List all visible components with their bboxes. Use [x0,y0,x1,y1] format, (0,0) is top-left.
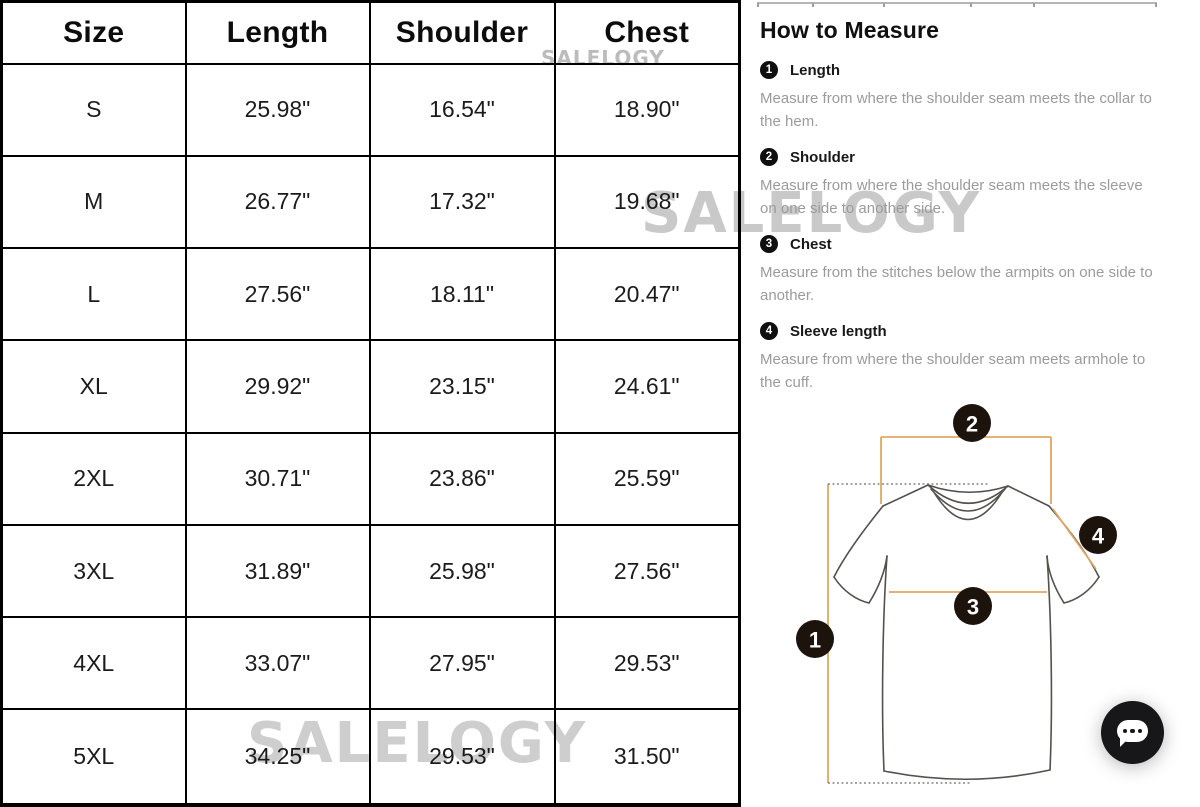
measure-item: 4 Sleeve length [760,322,1158,340]
table-row: S 25.98" 16.54" 18.90" [0,62,741,157]
cell-length: 27.56" [184,247,371,342]
cell-chest: 24.61" [553,339,741,434]
cell-length: 26.77" [184,154,371,250]
measure-item-label: Chest [790,235,832,253]
table-row: 2XL 30.71" 23.86" 25.59" [0,431,741,526]
cell-shoulder: 23.15" [368,339,556,434]
cell-length: 31.89" [184,523,371,619]
size-chart-table: Size Length Shoulder Chest S 25.98" 16.54"… [0,0,741,807]
cell-size: 3XL [0,523,187,619]
page-title: How to Measure [760,17,940,43]
measure-item: 2 Shoulder [760,148,1158,166]
table-row: XL 29.92" 23.15" 24.61" [0,339,741,434]
marker-2-label: 2 [966,412,978,437]
marker-1-label: 1 [809,628,821,653]
marker-4-circle [1079,516,1117,554]
measure-item-description: Measure from where the shoulder seam mee… [760,90,1152,130]
cell-chest: 27.56" [553,523,741,619]
cell-size: 5XL [0,708,187,806]
cell-size: XL [0,339,187,434]
cell-size: 2XL [0,431,187,526]
table-body: S 25.98" 16.54" 18.90" M 26.77" 17.32" 19.68" L 2… [0,62,741,806]
cell-length: 29.92" [184,339,371,434]
measure-item: 1 Length [760,61,1158,79]
column-header-length: Length [184,0,371,65]
marker-3-circle [954,587,992,625]
cell-length: 33.07" [184,616,371,711]
cell-shoulder: 18.11" [368,247,556,342]
table-row: 3XL 31.89" 25.98" 27.56" [0,523,741,619]
table-row: M 26.77" 17.32" 19.68" [0,154,741,250]
marker-3-label: 3 [967,595,979,620]
marker-2-circle [953,404,991,442]
table-row: L 27.56" 18.11" 20.47" [0,247,741,342]
cell-shoulder: 27.95" [368,616,556,711]
chat-button[interactable] [1101,701,1164,764]
how-to-measure-panel: How to Measure 1 Length Measure from whe… [738,0,1200,807]
cell-chest: 20.47" [553,247,741,342]
cell-shoulder: 16.54" [368,62,556,157]
cell-size: M [0,154,187,250]
cell-shoulder: 25.98" [368,523,556,619]
cell-length: 25.98" [184,62,371,157]
table-row: 5XL 34.25" 29.53" 31.50" [0,708,741,806]
cell-chest: 19.68" [553,154,741,250]
dotted-guides [828,483,988,784]
measure-item-label: Sleeve length [790,322,887,340]
cell-chest: 31.50" [553,708,741,806]
cell-shoulder: 23.86" [368,431,556,526]
measure-item: 3 Chest [760,235,1158,253]
cell-shoulder: 17.32" [368,154,556,250]
column-header-chest: Chest [553,0,741,65]
measure-item-label: Length [790,61,840,79]
cell-size: L [0,247,187,342]
tshirt-outline [833,484,1100,781]
chat-bubble-icon [1117,720,1148,742]
measure-list: 1 Length Measure from where the shoulder… [760,61,1158,394]
cell-size: S [0,62,187,157]
marker-4-label: 4 [1092,524,1105,549]
cell-chest: 29.53" [553,616,741,711]
column-header-size: Size [0,0,187,65]
diagram-markers: 1 2 3 4 [796,404,1117,658]
cell-chest: 18.90" [553,62,741,157]
measure-item-label: Shoulder [790,148,856,166]
number-badge: 4 [760,322,778,340]
measure-item-description: Measure from where the shoulder seam mee… [760,351,1146,391]
measure-item-description: Measure from the stitches below the armp… [760,264,1153,304]
cell-chest: 25.59" [553,431,741,526]
cell-length: 34.25" [184,708,371,806]
cell-length: 30.71" [184,431,371,526]
cell-shoulder: 29.53" [368,708,556,806]
marker-1-circle [796,620,834,658]
table-header-row: Size Length Shoulder Chest [0,0,741,65]
cropped-table-edge [757,2,1157,7]
number-badge: 3 [760,235,778,253]
measure-item-description: Measure from where the shoulder seam mee… [760,177,1143,217]
number-badge: 1 [760,61,778,79]
cell-size: 4XL [0,616,187,711]
table-row: 4XL 33.07" 27.95" 29.53" [0,616,741,711]
column-header-shoulder: Shoulder [368,0,556,65]
tshirt-measure-diagram: 1 2 3 4 [796,404,1117,784]
number-badge: 2 [760,148,778,166]
